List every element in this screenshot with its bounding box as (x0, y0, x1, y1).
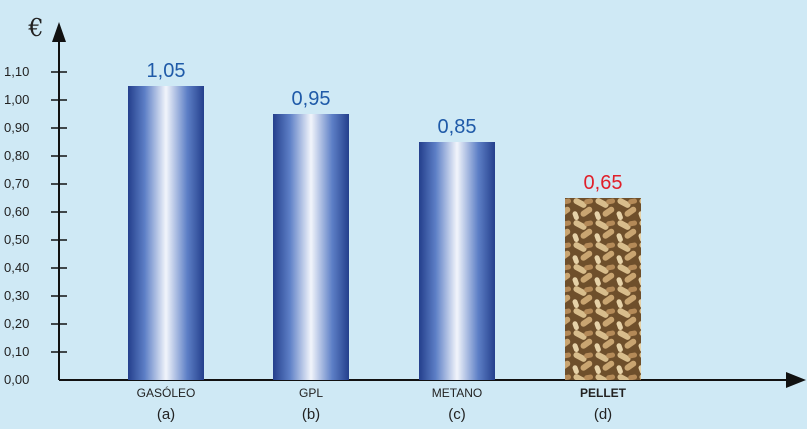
y-tick-label: 0,50 (4, 232, 29, 247)
x-axis-arrow (786, 372, 806, 388)
bar-gasleo (128, 86, 204, 380)
y-tick-label: 1,10 (4, 64, 29, 79)
bar-value-label: 0,95 (292, 88, 331, 110)
bars: 1,05 GASÓLEO (a) 0,95 GPL (b) 0,85 METANO (c) 0,6… (128, 60, 641, 423)
bar-value-label: 1,05 (147, 60, 186, 82)
y-axis-arrow (52, 22, 66, 42)
category-sublabel: (d) (594, 406, 612, 423)
category-sublabel: (c) (448, 406, 466, 423)
category-sublabel: (b) (302, 406, 320, 423)
y-tick-label: 0,60 (4, 204, 29, 219)
y-tick-label: 0,10 (4, 344, 29, 359)
bar-value-label: 0,65 (584, 172, 623, 194)
y-unit-label: € (27, 14, 43, 42)
y-tick-label: 1,00 (4, 92, 29, 107)
y-tick-label: 0,90 (4, 120, 29, 135)
y-ticks: 0,00 0,10 0,20 0,30 0,40 0,50 0,60 0,70 0,80 0,90… (4, 64, 67, 387)
bar-pellet (565, 198, 641, 380)
y-tick-label: 0,20 (4, 316, 29, 331)
category-label: GASÓLEO (137, 385, 196, 400)
bar-metano (419, 142, 495, 380)
y-tick-label: 0,30 (4, 288, 29, 303)
y-tick-label: 0,40 (4, 260, 29, 275)
bar-value-label: 0,85 (438, 116, 477, 138)
y-tick-label: 0,70 (4, 176, 29, 191)
category-sublabel: (a) (157, 406, 175, 423)
category-label: GPL (299, 386, 323, 400)
y-tick-label: 0,80 (4, 148, 29, 163)
category-label: METANO (432, 386, 482, 400)
y-tick-label: 0,00 (4, 372, 29, 387)
bar-gpl (273, 114, 349, 380)
category-label: PELLET (580, 386, 627, 400)
